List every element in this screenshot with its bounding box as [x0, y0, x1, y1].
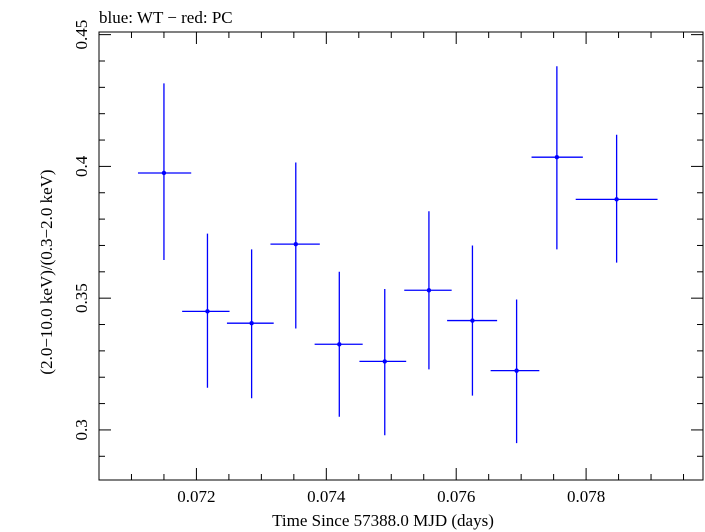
data-point	[447, 245, 498, 396]
x-tick-label: 0.074	[307, 487, 346, 506]
data-marker	[554, 154, 560, 160]
data-marker	[614, 197, 619, 202]
y-tick-label: 0.3	[72, 419, 91, 440]
data-point	[531, 66, 583, 250]
data-point	[226, 249, 274, 399]
data-marker	[382, 359, 387, 364]
data-marker	[205, 309, 210, 314]
data-point	[182, 233, 230, 388]
data-point	[490, 299, 540, 444]
x-axis-label: Time Since 57388.0 MJD (days)	[272, 511, 494, 530]
data-point	[575, 134, 658, 263]
data-point	[404, 211, 452, 370]
x-tick-label: 0.078	[567, 487, 605, 506]
data-marker	[293, 241, 298, 247]
plot-frame	[98, 31, 704, 481]
data-point	[314, 271, 363, 417]
data-marker	[426, 288, 432, 293]
data-point	[137, 83, 192, 260]
data-marker	[337, 342, 342, 347]
data-marker	[470, 318, 475, 323]
data-series	[137, 66, 658, 444]
data-point	[359, 288, 407, 436]
data-marker	[514, 368, 519, 373]
y-tick-label: 0.35	[72, 283, 91, 313]
y-axis-label: (2.0−10.0 keV)/(0.3−2.0 keV)	[37, 169, 56, 374]
y-tick-label: 0.45	[72, 20, 91, 50]
y-tick-label: 0.4	[72, 155, 91, 177]
x-tick-labels: 0.072 0.074 0.076 0.078	[177, 487, 605, 506]
chart-title: blue: WT − red: PC	[99, 8, 233, 27]
x-tick-label: 0.072	[177, 487, 215, 506]
x-tick-label: 0.076	[437, 487, 475, 506]
y-tick-labels: 0.3 0.35 0.4 0.45	[72, 20, 91, 441]
major-ticks	[99, 32, 703, 480]
data-marker	[249, 321, 254, 326]
data-marker	[161, 170, 167, 176]
data-point	[270, 162, 320, 329]
minor-ticks	[98, 32, 703, 480]
